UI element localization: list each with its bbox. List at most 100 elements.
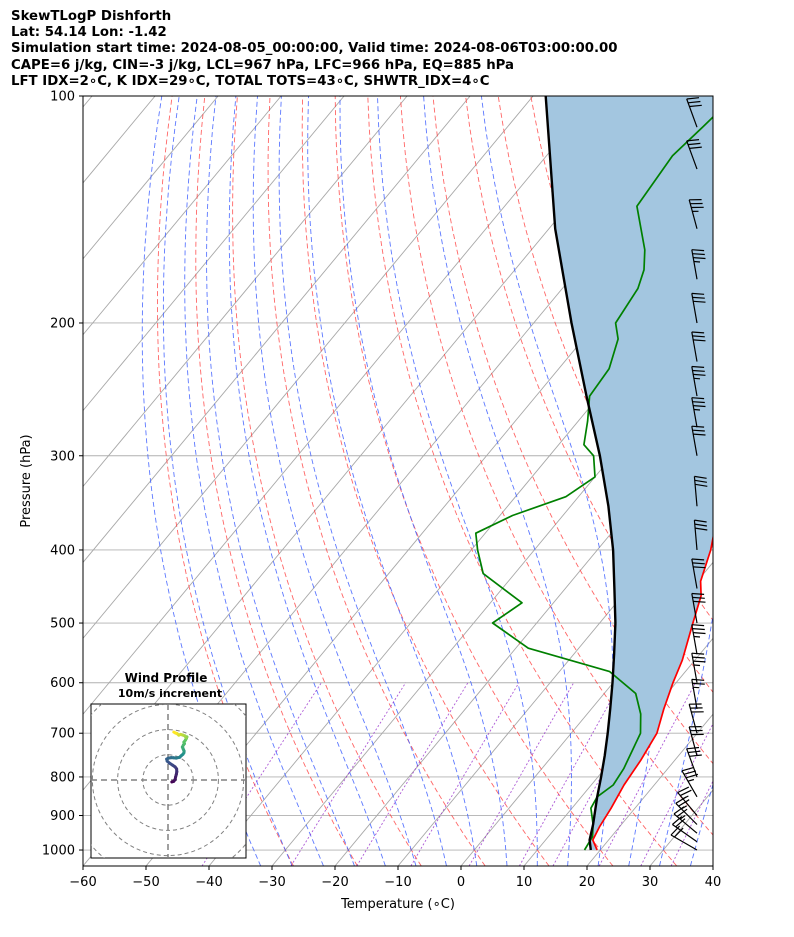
moist-adiabat-line bbox=[721, 96, 794, 866]
wind-barb-flag bbox=[695, 483, 708, 487]
x-axis-label: Temperature (∘C) bbox=[340, 897, 455, 912]
dry-adiabat-line bbox=[465, 96, 713, 693]
x-tick-label: −20 bbox=[321, 875, 348, 890]
isotherm-gridline bbox=[83, 96, 597, 715]
isotherm-gridline bbox=[83, 96, 534, 639]
wind-barb bbox=[691, 331, 706, 362]
wind-barb-flag bbox=[693, 260, 701, 263]
mixing-ratio-line bbox=[410, 682, 520, 866]
isotherm-gridline bbox=[586, 713, 713, 866]
wind-barb-staff bbox=[691, 624, 698, 655]
wind-barb-flag bbox=[692, 429, 705, 432]
wind-barb-flag bbox=[693, 257, 706, 260]
wind-barb bbox=[691, 425, 706, 456]
wind-barb bbox=[670, 825, 698, 851]
x-tick-label: 30 bbox=[642, 875, 659, 890]
temperature-line bbox=[591, 533, 713, 851]
x-tick-label: −10 bbox=[384, 875, 411, 890]
isotherm-gridline bbox=[208, 258, 713, 866]
wind-barb-flag bbox=[674, 827, 684, 838]
moist-adiabat-line bbox=[252, 96, 417, 866]
x-tick-label: 0 bbox=[457, 875, 465, 890]
dry-adiabat-line bbox=[759, 96, 794, 866]
wind-barb-flag bbox=[682, 795, 689, 800]
dewpoint-line bbox=[474, 115, 713, 851]
wind-barb bbox=[691, 397, 706, 428]
wind-barb-flag bbox=[691, 365, 705, 368]
y-axis-label: Pressure (hPa) bbox=[19, 434, 34, 527]
x-tick-label: −40 bbox=[195, 875, 222, 890]
mixing-ratio-line bbox=[356, 682, 469, 866]
wind-barb bbox=[691, 249, 706, 280]
header-indices-2: LFT IDX=2∘C, K IDX=29∘C, TOTAL TOTS=43∘C… bbox=[11, 73, 490, 89]
wind-barb-flag bbox=[688, 750, 701, 754]
wind-barb-flag bbox=[679, 815, 686, 820]
wind-barb-flag bbox=[670, 825, 681, 836]
wind-barb-flag bbox=[691, 425, 705, 428]
mixing-ratio-line bbox=[468, 682, 575, 866]
wind-barb bbox=[672, 815, 698, 843]
wind-barb bbox=[688, 199, 704, 229]
wind-barb-flag bbox=[693, 600, 706, 603]
wind-barb-flag bbox=[693, 664, 701, 667]
wind-barb-staff bbox=[693, 520, 698, 551]
wind-barb bbox=[686, 746, 702, 778]
mixing-ratio-line bbox=[670, 780, 713, 866]
dry-adiabat-line bbox=[157, 96, 294, 866]
moist-adiabat-line bbox=[654, 96, 713, 866]
wind-barb-flag bbox=[693, 566, 706, 569]
wind-barb-staff bbox=[673, 813, 698, 834]
x-tick-label: −30 bbox=[258, 875, 285, 890]
hodograph-title: Wind Profile bbox=[125, 671, 208, 685]
x-tick-label: 40 bbox=[705, 875, 722, 890]
dry-adiabat-line bbox=[267, 96, 486, 866]
wind-barb-flag bbox=[688, 142, 701, 146]
header-times: Simulation start time: 2024-08-05_00:00:… bbox=[11, 41, 618, 57]
mixing-ratio-line bbox=[519, 682, 622, 866]
y-tick-label: 700 bbox=[50, 727, 75, 742]
header-location: Lat: 54.14 Lon: -1.42 bbox=[11, 25, 167, 41]
isotherm-gridline bbox=[271, 333, 713, 866]
wind-barb-staff bbox=[691, 593, 698, 624]
wind-barb-flag bbox=[688, 100, 701, 104]
wind-barb-staff bbox=[691, 426, 698, 456]
wind-barb-flag bbox=[692, 628, 705, 631]
wind-barb-flag bbox=[695, 527, 708, 531]
y-tick-label: 200 bbox=[50, 316, 75, 331]
wind-barb-flag bbox=[686, 139, 700, 142]
wind-barb bbox=[686, 97, 702, 128]
wind-barb-flag bbox=[691, 249, 705, 252]
wind-barb-flag bbox=[693, 660, 706, 663]
wind-barb-flag bbox=[691, 624, 705, 627]
dry-adiabat-line bbox=[334, 96, 614, 866]
wind-barb-flag bbox=[693, 339, 706, 342]
moist-adiabat-line bbox=[339, 96, 508, 866]
wind-barb-staff bbox=[688, 726, 698, 756]
wind-barb-staff bbox=[686, 140, 698, 170]
header-indices-1: CAPE=6 j/kg, CIN=-3 j/kg, LCL=967 hPa, L… bbox=[11, 57, 515, 73]
dry-adiabat-line bbox=[727, 96, 794, 866]
y-tick-label: 900 bbox=[50, 809, 75, 824]
wind-barb-flag bbox=[692, 369, 705, 372]
wind-barb-staff bbox=[681, 770, 698, 798]
isotherm-gridline bbox=[83, 96, 93, 108]
wind-barb bbox=[691, 558, 706, 589]
wind-barb-flag bbox=[675, 818, 686, 828]
wind-barb bbox=[691, 365, 706, 397]
header-title: SkewTLogP Dishforth bbox=[11, 9, 172, 24]
y-tick-label: 1000 bbox=[42, 844, 75, 859]
wind-barb-flag bbox=[681, 805, 688, 810]
wind-barb-flag bbox=[676, 808, 688, 817]
wind-barb bbox=[691, 652, 706, 683]
wind-barb-staff bbox=[675, 802, 698, 825]
wind-barb bbox=[691, 678, 705, 710]
chart-header: SkewTLogP Dishforth Lat: 54.14 Lon: -1.4… bbox=[11, 9, 618, 90]
dry-adiabat-line bbox=[367, 96, 678, 866]
wind-barb-flag bbox=[687, 778, 695, 782]
moist-adiabat-line bbox=[228, 96, 386, 866]
wind-barb-flag bbox=[693, 373, 706, 376]
isotherm-gridline bbox=[83, 96, 219, 260]
isotherm-gridline bbox=[460, 561, 713, 866]
wind-barb-flag bbox=[691, 592, 705, 595]
